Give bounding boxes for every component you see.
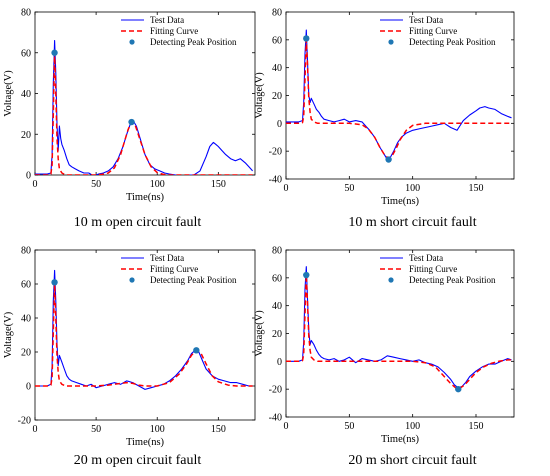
axes-box [34,249,256,421]
peak-marker [385,156,392,163]
x-tick-label: 50 [91,179,101,190]
x-tick-label: 50 [91,424,101,435]
y-tick-label: 60 [21,280,31,291]
x-tick-label: 100 [150,424,165,435]
y-tick-label: 20 [272,329,282,340]
y-axis-label: Voltage(V) [3,70,14,117]
legend-label: Test Data [150,15,184,25]
x-tick-label: 100 [150,179,165,190]
peak-marker [193,347,200,354]
x-tick-label: 150 [469,421,484,432]
y-tick-label: -20 [269,147,282,158]
legend-label: Detecting Peak Position [150,37,237,47]
x-axis-label: Time(ns) [126,437,165,448]
x-tick-label: 150 [469,183,484,194]
y-tick-label: 40 [21,314,31,325]
y-tick-label: 0 [26,382,31,393]
y-tick-label: 80 [272,8,282,19]
y-tick-label: 60 [272,35,282,46]
peak-marker [128,118,135,126]
caption-panel-2: 10 m short circuit fault [348,215,477,230]
y-tick-label: 60 [21,48,31,59]
caption-panel-1: 10 m open circuit fault [73,215,202,230]
y-axis-label: Voltage(V) [254,72,265,119]
plot-area [286,266,512,393]
chart-panel-1: 0 50 100 150 0 20 40 60 80 Time(ns) Voltage(V) Test… [3,8,256,203]
x-tick-label: 0 [33,179,38,190]
test-data-line [35,269,253,390]
y-tick-label: 20 [21,348,31,359]
x-tick-label: 100 [405,183,420,194]
x-tick-label: 100 [405,421,420,432]
legend-label: Detecting Peak Position [409,37,496,47]
legend-label: Fitting Curve [409,26,457,36]
legend-marker [129,277,135,283]
x-tick-label: 0 [284,421,289,432]
legend-label: Fitting Curve [150,26,198,36]
x-tick-label: 50 [344,421,354,432]
y-tick-label: 0 [277,357,282,368]
chart-panel-4: 0 50 100 150 -40 -20 0 20 40 60 80 Time(ns) Voltage(… [254,246,515,445]
y-tick-label: 40 [272,63,282,74]
legend-marker [388,277,394,283]
chart-panel-2: 0 50 100 150 -40 -20 0 20 40 60 80 Time(ns) Voltage(… [254,8,515,207]
peak-marker [455,385,462,393]
legend-label: Detecting Peak Position [409,275,496,285]
y-tick-label: -20 [269,385,282,396]
x-tick-label: 50 [344,183,354,194]
legend-marker [129,39,135,45]
peak-marker [303,271,310,279]
x-tick-label: 0 [33,424,38,435]
x-tick-label: 150 [211,179,226,190]
peak-marker [303,35,310,42]
x-axis-label: Time(ns) [381,434,420,445]
caption-panel-4: 20 m short circuit fault [348,453,477,468]
y-tick-label: 20 [272,91,282,102]
legend-label: Test Data [150,253,184,263]
y-tick-label: 0 [26,171,31,182]
fitting-curve-line [286,274,512,390]
x-axis-label: Time(ns) [126,192,165,203]
y-tick-label: 80 [21,8,31,19]
legend-label: Test Data [409,15,443,25]
legend-label: Detecting Peak Position [150,275,237,285]
y-tick-label: 20 [21,130,31,141]
legend-marker [388,39,394,45]
fitting-curve-line [35,283,253,387]
legend-label: Test Data [409,253,443,263]
legend-label: Fitting Curve [409,264,457,274]
peak-marker [51,49,58,56]
fitting-curve-line [35,52,253,175]
legend-label: Fitting Curve [150,264,198,274]
plot-area [35,269,253,390]
y-axis-label: Voltage(V) [254,310,265,357]
x-axis-label: Time(ns) [381,196,420,207]
fitting-curve-line [286,39,512,159]
y-tick-label: 40 [21,89,31,100]
test-data-line [35,39,254,175]
plot-area [35,39,254,175]
y-axis-label: Voltage(V) [3,311,14,358]
y-tick-label: 60 [272,273,282,284]
y-tick-label: 80 [21,246,31,257]
x-tick-label: 0 [284,183,289,194]
test-data-line [286,29,512,161]
chart-panel-3: 0 50 100 150-20020406080Time(ns)Voltage(V)T… [3,246,256,448]
x-tick-label: 150 [211,424,226,435]
y-tick-label: 80 [272,246,282,257]
y-tick-label: -40 [269,175,282,186]
y-tick-label: 40 [272,301,282,312]
y-tick-label: -20 [18,416,31,427]
plot-area [286,29,512,163]
peak-marker [51,279,58,286]
y-tick-label: 0 [277,119,282,130]
y-tick-label: -40 [269,413,282,424]
caption-panel-3: 20 m open circuit fault [73,453,202,468]
